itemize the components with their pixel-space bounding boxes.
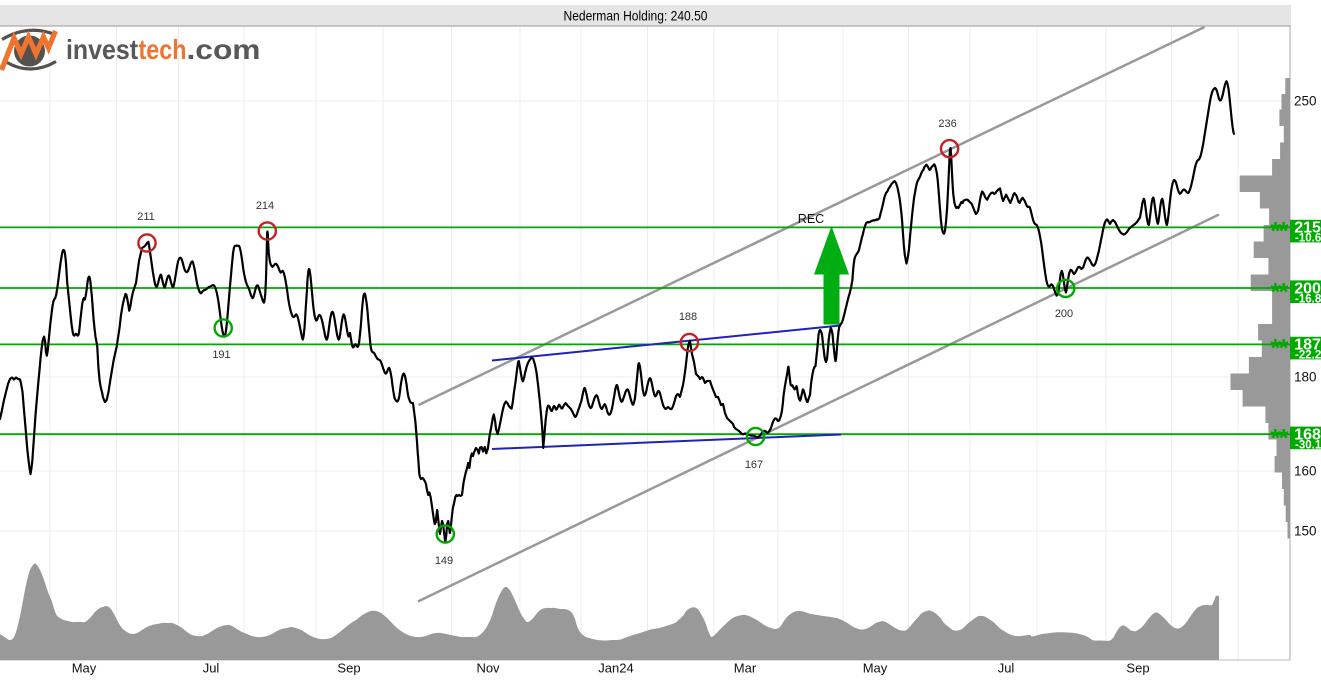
svg-text:191: 191 [212, 349, 230, 361]
svg-text:167: 167 [745, 459, 763, 471]
svg-text:invest: invest [66, 34, 138, 65]
svg-text:-16.8: -16.8 [1295, 293, 1321, 305]
svg-text:149: 149 [435, 555, 453, 567]
svg-text:211: 211 [137, 211, 155, 223]
svg-text:Jul: Jul [203, 661, 220, 676]
svg-text:236: 236 [938, 118, 956, 130]
svg-text:**: ** [1271, 218, 1289, 246]
svg-text:215: 215 [1294, 220, 1321, 237]
svg-text:Jan24: Jan24 [598, 661, 633, 676]
svg-text:-10.6: -10.6 [1295, 233, 1321, 245]
svg-text:May: May [72, 661, 97, 676]
svg-text:200: 200 [1055, 308, 1073, 320]
svg-text:**: ** [1271, 335, 1289, 363]
svg-text:Mar: Mar [734, 661, 757, 676]
svg-text:150: 150 [1294, 524, 1317, 539]
svg-text:Sep: Sep [337, 661, 360, 676]
svg-text:168: 168 [1294, 427, 1321, 444]
svg-text:**: ** [1271, 425, 1289, 453]
svg-text:Sep: Sep [1126, 661, 1149, 676]
svg-text:Jul: Jul [998, 661, 1015, 676]
svg-text:-22.2: -22.2 [1295, 350, 1321, 362]
svg-text:tech: tech [139, 34, 187, 65]
svg-text:Nederman Holding: 240.50: Nederman Holding: 240.50 [564, 8, 708, 24]
svg-text:250: 250 [1294, 94, 1317, 109]
svg-text:-30.1: -30.1 [1295, 440, 1321, 452]
svg-text:180: 180 [1294, 370, 1317, 385]
svg-text:200: 200 [1294, 280, 1321, 297]
svg-text:REC: REC [798, 212, 824, 226]
svg-text:**: ** [1271, 278, 1289, 306]
svg-text:May: May [863, 661, 888, 676]
svg-text:188: 188 [679, 311, 697, 323]
svg-text:160: 160 [1294, 464, 1317, 479]
svg-text:.com: .com [187, 34, 261, 65]
svg-text:214: 214 [256, 200, 274, 212]
svg-text:Nov: Nov [476, 661, 500, 676]
svg-text:187: 187 [1294, 337, 1321, 354]
